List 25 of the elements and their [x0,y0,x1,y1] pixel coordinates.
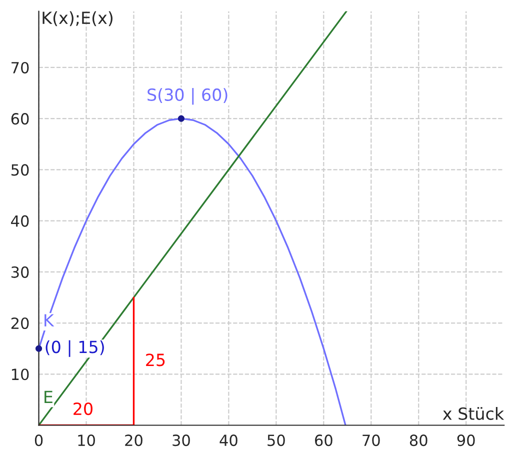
annotation: (0 | 15) [46,340,104,357]
y-tick-label: 50 [11,164,29,176]
y-tick-label: 10 [12,368,29,380]
x-axis-title: x Stück [442,407,504,420]
x-tick-label: 80 [410,434,428,446]
y-tick-label: 30 [11,266,29,278]
y-tick-label: 40 [11,215,29,227]
annotation: S(30 | 60) [148,88,228,105]
x-tick-label: 30 [172,434,190,446]
x-tick-label: 70 [362,434,380,446]
x-tick-label: 60 [315,434,332,446]
y-axis-title: K(x);E(x) [42,11,112,26]
series-label: K [44,314,54,326]
annotation: 20 [74,402,92,416]
series-label: E [44,390,52,404]
x-tick-label: 40 [220,434,238,446]
x-tick-label: 50 [268,434,285,446]
annotation: 25 [146,354,165,366]
x-tick-label: 90 [457,434,475,446]
x-tick-label: 10 [78,434,95,446]
y-tick-label: 70 [12,62,29,74]
y-tick-label: 60 [11,113,29,125]
x-tick-label: 0 [34,434,43,446]
y-tick-label: 20 [11,317,29,330]
x-tick-label: 20 [125,434,142,446]
